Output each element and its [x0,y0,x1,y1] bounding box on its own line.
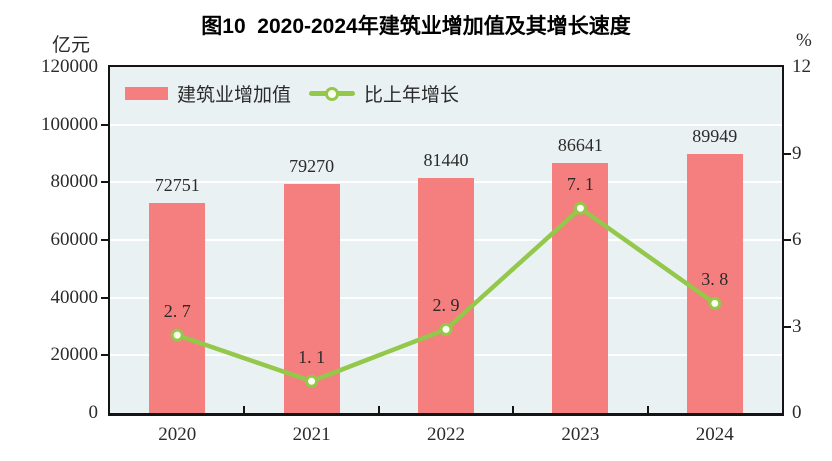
y-left-tick-label-100000: 100000 [41,113,98,135]
y-right-tick-label-12: 12 [792,56,811,77]
y-left-tick-label-120000: 120000 [41,56,98,77]
line-value-label-2021: 1. 1 [298,347,326,368]
line-marker-2021 [305,374,319,388]
chart-legend: 建筑业增加值 比上年增长 [125,80,459,107]
line-value-label-2024: 3. 8 [701,269,729,290]
plot-area: 建筑业增加值 比上年增长 72751 79270 81440 86641 89949 2.… [108,65,784,416]
bar-value-label-2023: 86641 [557,135,603,156]
y-left-tick [101,296,109,299]
y-left-tick-label-80000: 80000 [50,171,99,193]
line-marker-2024 [708,296,722,310]
line-value-label-2022: 2. 9 [432,295,460,316]
y-right-tick-label-9: 9 [792,142,802,164]
line-value-label-2023: 7. 1 [566,174,594,195]
y-left-tick-label-0: 0 [88,402,99,423]
bar-value-label-2024: 89949 [692,125,738,146]
gridline-100000 [110,123,782,126]
legend-bar-swatch-icon [125,87,168,100]
y-left-tick-label-40000: 40000 [50,286,99,308]
y-left-tick-label-20000: 20000 [50,344,99,366]
legend-line-marker-icon [309,86,356,101]
x-axis-label-2022: 2022 [427,424,465,445]
bar-2022 [418,178,474,413]
bar-2024 [686,153,743,413]
y-left-tick [101,181,109,184]
x-axis-tick [243,406,246,413]
y-right-tick-label-6: 6 [792,229,802,250]
line-marker-2023 [573,201,587,215]
y-right-tick-label-3: 3 [792,315,802,337]
right-axis-unit-label: % [796,30,812,51]
x-axis-label-2024: 2024 [695,424,734,445]
y-right-tick [783,325,791,328]
x-axis-tick [512,406,515,413]
y-left-tick [101,239,109,241]
y-left-tick [101,354,109,357]
y-right-tick [783,239,791,241]
growth-line-layer [170,201,722,388]
y-left-tick [101,123,109,126]
x-axis-tick [377,406,380,413]
left-axis-unit-label: 亿元 [52,35,91,56]
legend-bar-label: 建筑业增加值 [177,85,292,106]
legend-line-label: 比上年增长 [364,85,460,106]
y-right-tick-label-0: 0 [792,402,802,423]
line-value-label-2020: 2. 7 [163,301,191,322]
legend-circle-marker-icon [325,86,340,101]
x-axis-tick [646,406,649,413]
y-left-tick-label-60000: 60000 [50,229,99,250]
chart-title: 图10 2020-2024年建筑业增加值及其增长速度 [201,15,631,38]
line-marker-2022 [439,322,453,336]
bar-value-label-2021: 79270 [289,156,335,177]
bar-2020 [149,203,206,413]
bar-value-label-2022: 81440 [423,150,469,171]
x-axis-label-2020: 2020 [158,424,197,445]
x-axis-label-2023: 2023 [561,424,600,445]
line-marker-2020 [170,328,184,342]
y-right-tick [783,152,791,155]
bar-value-label-2020: 72751 [154,175,200,196]
x-axis-label-2021: 2021 [292,424,331,445]
